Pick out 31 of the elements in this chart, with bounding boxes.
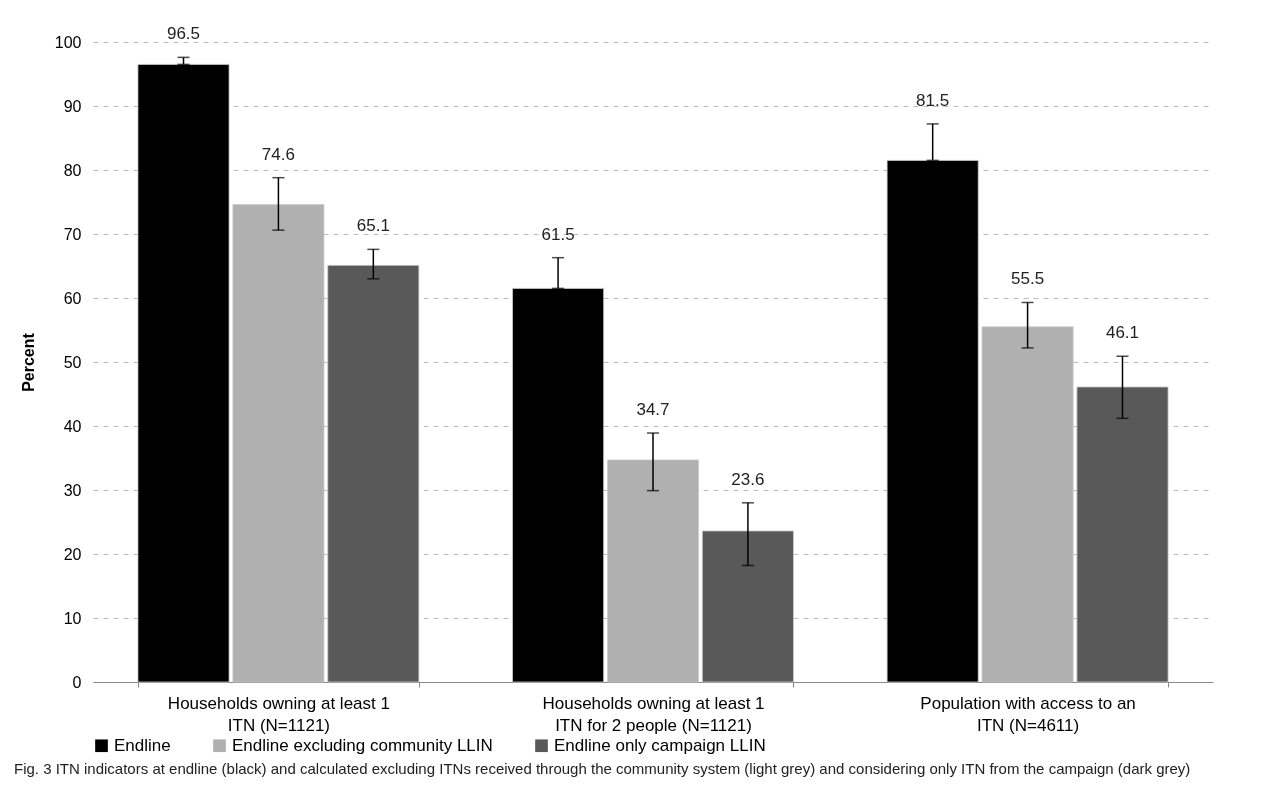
y-tick-label: 10 xyxy=(63,609,82,627)
bar xyxy=(701,530,794,683)
data-label: 46.1 xyxy=(1105,323,1140,343)
x-tick-label: Households owning at least 1 ITN for 2 people (N=1121) xyxy=(542,693,765,735)
data-label: 65.1 xyxy=(356,216,390,236)
y-tick-label: 100 xyxy=(54,33,82,51)
data-label: 55.5 xyxy=(1011,269,1045,289)
legend-label: Endline xyxy=(114,735,171,755)
legend-label: Endline only campaign LLIN xyxy=(554,735,766,755)
data-label: 81.5 xyxy=(916,90,950,110)
data-label: 74.6 xyxy=(261,144,295,164)
y-tick-label: 50 xyxy=(63,353,82,371)
y-tick-label: 0 xyxy=(72,673,82,691)
data-label: 61.5 xyxy=(541,224,575,244)
caption: Fig. 3 ITN indicators at endline (black) and calculated excluding ITNs received through the community system (light grey) and considering only ITN from the campaign (dark grey) xyxy=(14,759,1192,779)
y-tick-label: 90 xyxy=(63,97,82,115)
y-tick-label: 70 xyxy=(63,225,82,243)
x-tick-label: Households owning at least 1 ITN (N=1121) xyxy=(167,693,390,735)
y-tick-label: 60 xyxy=(63,289,82,307)
y-tick-label: 80 xyxy=(63,161,82,179)
y-axis-title: Percent xyxy=(19,332,37,392)
legend-label: Endline excluding community LLIN xyxy=(232,735,493,755)
bar xyxy=(327,264,420,683)
y-tick-label: 40 xyxy=(63,417,82,435)
data-label: 96.5 xyxy=(166,24,201,44)
y-tick-label: 20 xyxy=(63,545,82,563)
y-tick-label: 30 xyxy=(63,481,82,499)
bar xyxy=(1076,386,1169,683)
data-label: 34.7 xyxy=(636,400,670,420)
x-tick-label: Population with access to an ITN (N=4611) xyxy=(920,693,1136,735)
data-label: 23.6 xyxy=(731,469,765,489)
